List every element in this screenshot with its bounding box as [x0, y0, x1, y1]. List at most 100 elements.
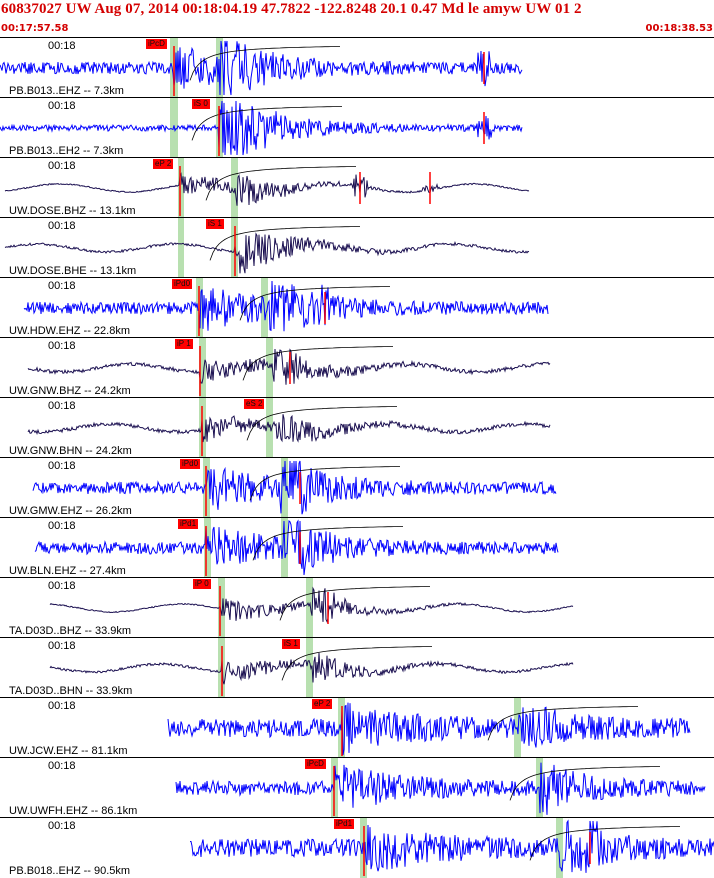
seismogram-panel-uw-bln-ehz[interactable]: iPd1 00:18 UW.BLN.EHZ -- 27.4km — [0, 517, 714, 578]
pick-tag[interactable]: iS 1 — [206, 219, 224, 229]
event-title: 60837027 UW Aug 07, 2014 00:18:04.19 47.… — [1, 1, 582, 17]
phase-window-1 — [231, 158, 238, 218]
waveform-trace — [49, 578, 574, 638]
panel-time-label: 00:18 — [48, 820, 76, 832]
pick-tag[interactable]: iS 0 — [192, 99, 210, 109]
panel-time-label: 00:18 — [48, 400, 76, 412]
phase-window-1 — [556, 818, 563, 878]
pick-tag[interactable]: iPd0 — [180, 459, 201, 469]
panel-time-label: 00:18 — [48, 40, 76, 52]
seismogram-panel-pb-b018-ehz[interactable]: iPd1 00:18 PB.B018..EHZ -- 90.5km — [0, 817, 714, 878]
phase-window-0 — [218, 578, 225, 638]
station-label: UW.JCW.EHZ -- 81.1km — [9, 745, 128, 757]
panel-time-label: 00:18 — [48, 760, 76, 772]
coda-curve — [529, 826, 680, 861]
phase-window-1 — [266, 338, 273, 398]
panel-time-label: 00:18 — [48, 520, 76, 532]
station-label: UW.GNW.BHN -- 24.2km — [9, 445, 132, 457]
phase-window-1 — [266, 398, 273, 458]
station-label: UW.BLN.EHZ -- 27.4km — [9, 565, 126, 577]
pick-tag[interactable]: iP 0 — [193, 579, 211, 589]
waveform-trace — [4, 218, 530, 278]
seismogram-panel-uw-jcw-ehz[interactable]: eP 2 00:18 UW.JCW.EHZ -- 81.1km — [0, 697, 714, 758]
panel-time-label: 00:18 — [48, 700, 76, 712]
waveform-trace — [175, 758, 706, 818]
station-label: UW.GNW.BHZ -- 24.2km — [9, 385, 131, 397]
coda-curve — [281, 646, 432, 681]
seismogram-panel-uw-dose-bhz[interactable]: eP 2 00:18 UW.DOSE.BHZ -- 13.1km — [0, 157, 714, 218]
panel-time-label: 00:18 — [48, 340, 76, 352]
seismogram-panel-pb-b013-eh2[interactable]: iS 0 00:18 PB.B013..EH2 -- 7.3km — [0, 97, 714, 158]
pick-tag[interactable]: iP 1 — [175, 339, 193, 349]
waveform-trace — [27, 398, 551, 458]
phase-window-0 — [178, 218, 184, 278]
panel-time-label: 00:18 — [48, 280, 76, 292]
waveform-line — [190, 819, 714, 873]
waveform-trace — [32, 458, 557, 518]
coda-curve — [242, 346, 393, 381]
pick-tag[interactable]: iPd0 — [172, 279, 193, 289]
panel-time-label: 00:18 — [48, 160, 76, 172]
panel-time-label: 00:18 — [48, 220, 76, 232]
waveform-line — [27, 414, 551, 443]
station-label: PB.B013..EH2 -- 7.3km — [9, 145, 124, 157]
coda-curve — [191, 106, 342, 141]
seismogram-panel-uw-gnw-bhn[interactable]: eS 2 00:18 UW.GNW.BHN -- 24.2km — [0, 397, 714, 458]
station-label: TA.D03D..BHN -- 33.9km — [9, 685, 133, 697]
station-label: PB.B018..EHZ -- 90.5km — [9, 865, 131, 877]
station-label: UW.UWFH.EHZ -- 86.1km — [9, 805, 138, 817]
pick-tag[interactable]: eS 2 — [244, 399, 265, 409]
waveform-line — [0, 100, 523, 156]
seismogram-panels: iPcD 00:18 PB.B013..EHZ -- 7.3km iS 0 00:18 P… — [0, 37, 714, 878]
waveform-line — [23, 280, 549, 332]
pick-tag[interactable]: iS 1 — [282, 639, 300, 649]
phase-window-0 — [199, 338, 206, 398]
coda-curve — [279, 586, 430, 621]
coda-curve — [249, 466, 400, 501]
seismogram-panel-pb-b013-ehz[interactable]: iPcD 00:18 PB.B013..EHZ -- 7.3km — [0, 37, 714, 98]
phase-window-1 — [281, 458, 288, 518]
waveform-line — [0, 40, 523, 96]
waveform-trace — [0, 98, 523, 158]
station-label: PB.B013..EHZ -- 7.3km — [9, 85, 124, 97]
station-label: TA.D03D..BHZ -- 33.9km — [9, 625, 132, 637]
waveform-line — [167, 702, 691, 756]
station-label: UW.DOSE.BHZ -- 13.1km — [9, 205, 136, 217]
coda-curve — [252, 526, 403, 561]
waveform-line — [32, 460, 557, 515]
seismogram-panel-uw-hdw-ehz[interactable]: iPd0 00:18 UW.HDW.EHZ -- 22.8km — [0, 277, 714, 338]
event-header: 60837027 UW Aug 07, 2014 00:18:04.19 47.… — [0, 0, 714, 38]
station-label: UW.GMW.EHZ -- 26.2km — [9, 505, 132, 517]
seismogram-panel-uw-gmw-ehz[interactable]: iPd0 00:18 UW.GMW.EHZ -- 26.2km — [0, 457, 714, 518]
seismogram-panel-uw-gnw-bhz[interactable]: iP 1 00:18 UW.GNW.BHZ -- 24.2km — [0, 337, 714, 398]
panel-time-label: 00:18 — [48, 100, 76, 112]
waveform-trace — [167, 698, 691, 758]
end-time-label: 00:18:38.53 — [645, 23, 713, 34]
seismogram-panel-uw-uwfh-ehz[interactable]: iPcD 00:18 UW.UWFH.EHZ -- 86.1km — [0, 757, 714, 818]
seismogram-panel-ta-d03d-bhn[interactable]: iS 1 00:18 TA.D03D..BHN -- 33.9km — [0, 637, 714, 698]
pick-tag[interactable]: iPd1 — [178, 519, 199, 529]
waveform-trace — [27, 338, 551, 398]
coda-curve — [509, 766, 660, 801]
waveform-trace — [23, 278, 549, 338]
waveform-trace — [190, 818, 714, 878]
coda-curve — [205, 166, 356, 201]
pick-tag[interactable]: iPcD — [305, 759, 326, 769]
pick-tag[interactable]: eP 2 — [312, 699, 333, 709]
seismogram-panel-uw-dose-bhe[interactable]: iS 1 00:18 UW.DOSE.BHE -- 13.1km — [0, 217, 714, 278]
waveform-line — [4, 172, 530, 206]
pick-tag[interactable]: iPcD — [146, 39, 167, 49]
seismogram-panel-ta-d03d-bhz[interactable]: iP 0 00:18 TA.D03D..BHZ -- 33.9km — [0, 577, 714, 638]
waveform-line — [175, 762, 706, 815]
coda-curve — [239, 286, 390, 321]
phase-window-0 — [170, 98, 178, 158]
phase-window-1 — [306, 638, 313, 698]
pick-tag[interactable]: iPd1 — [334, 819, 355, 829]
station-label: UW.DOSE.BHE -- 13.1km — [9, 265, 137, 277]
waveform-trace — [0, 38, 523, 98]
panel-time-label: 00:18 — [48, 640, 76, 652]
phase-window-0 — [178, 158, 184, 218]
coda-curve — [189, 46, 340, 81]
pick-tag[interactable]: eP 2 — [153, 159, 174, 169]
waveform-trace — [34, 518, 559, 578]
